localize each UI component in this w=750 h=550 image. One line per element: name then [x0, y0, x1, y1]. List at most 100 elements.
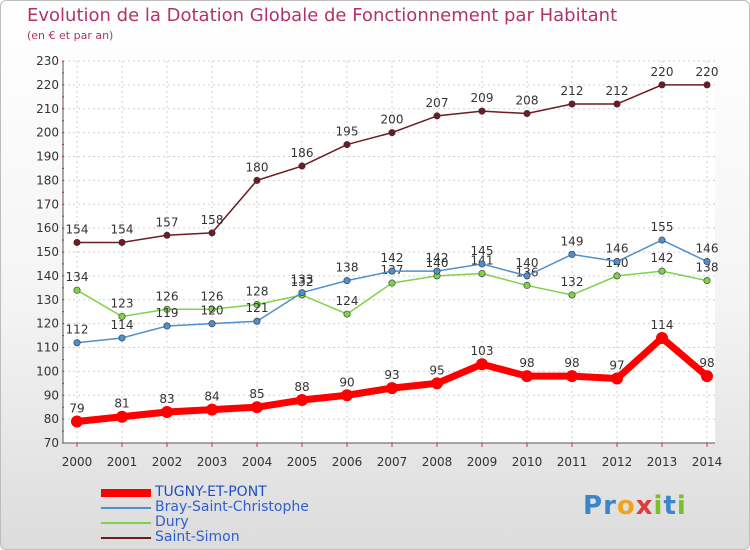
data-label: 195 — [336, 125, 359, 139]
y-tick-label: 70 — [44, 436, 59, 450]
data-label: 112 — [66, 323, 89, 337]
data-label: 98 — [519, 356, 534, 370]
data-label: 134 — [66, 270, 89, 284]
legend-swatch — [101, 489, 151, 497]
y-tick-label: 150 — [36, 245, 59, 259]
data-point — [163, 231, 171, 239]
x-tick-label: 2006 — [332, 455, 363, 469]
x-tick-label: 2009 — [467, 455, 498, 469]
chart-subtitle: (en € et par an) — [27, 29, 114, 42]
x-tick-label: 2012 — [602, 455, 633, 469]
data-point — [341, 389, 353, 402]
data-point — [613, 258, 621, 266]
data-label: 120 — [201, 304, 224, 318]
data-label: 157 — [156, 215, 179, 229]
data-label: 142 — [651, 251, 674, 265]
data-point — [208, 229, 216, 237]
legend-label: Dury — [155, 514, 189, 530]
y-tick-label: 180 — [36, 173, 59, 187]
data-point — [73, 238, 81, 246]
data-point — [298, 289, 306, 297]
logo-letter: r — [603, 491, 617, 521]
data-point — [433, 267, 441, 275]
data-point — [161, 405, 173, 418]
data-point — [523, 281, 531, 289]
data-point — [568, 100, 576, 108]
data-label: 121 — [246, 301, 269, 315]
legend-label: Bray-Saint-Christophe — [155, 499, 309, 515]
data-label: 146 — [696, 242, 719, 256]
data-label: 132 — [291, 275, 314, 289]
data-label: 142 — [426, 251, 449, 265]
data-point — [343, 310, 351, 318]
x-tick-label: 2013 — [647, 455, 678, 469]
data-label: 212 — [606, 84, 629, 98]
data-label: 126 — [156, 289, 179, 303]
data-point — [116, 410, 128, 423]
data-point — [658, 267, 666, 275]
data-label: 138 — [336, 261, 359, 275]
data-label: 155 — [651, 220, 674, 234]
data-label: 200 — [381, 113, 404, 127]
data-point — [163, 322, 171, 330]
data-label: 98 — [564, 356, 579, 370]
data-label: 207 — [426, 96, 449, 110]
data-point — [388, 279, 396, 287]
data-point — [658, 236, 666, 244]
data-label: 90 — [339, 375, 354, 389]
y-tick-label: 110 — [36, 341, 59, 355]
logo-letter: P — [583, 491, 604, 521]
x-tick-label: 2011 — [557, 455, 588, 469]
data-label: 114 — [651, 318, 674, 332]
data-label: 95 — [429, 363, 444, 377]
legend-swatch — [101, 522, 151, 524]
data-label: 154 — [111, 222, 134, 236]
data-point — [253, 317, 261, 325]
data-point — [433, 112, 441, 120]
data-label: 128 — [246, 285, 269, 299]
y-tick-label: 200 — [36, 126, 59, 140]
x-tick-label: 2005 — [287, 455, 318, 469]
data-label: 140 — [426, 256, 449, 270]
data-label: 138 — [696, 261, 719, 275]
data-label: 132 — [561, 275, 584, 289]
data-point — [478, 269, 486, 277]
x-tick-label: 2014 — [692, 455, 723, 469]
data-point — [73, 286, 81, 294]
logo-letter: t — [663, 491, 677, 521]
data-label: 220 — [696, 65, 719, 79]
data-point — [163, 305, 171, 313]
data-point — [71, 415, 83, 428]
logo-letter: x — [635, 491, 654, 521]
data-label: 158 — [201, 213, 224, 227]
data-point — [386, 382, 398, 395]
data-point — [656, 331, 668, 344]
data-label: 97 — [609, 359, 624, 373]
data-label: 83 — [159, 392, 174, 406]
legend-swatch — [101, 507, 151, 509]
data-point — [343, 141, 351, 149]
data-label: 79 — [69, 402, 84, 416]
data-point — [523, 272, 531, 280]
data-point — [476, 358, 488, 371]
data-point — [568, 291, 576, 299]
data-point — [611, 372, 623, 385]
data-label: 81 — [114, 397, 129, 411]
legend-swatch — [101, 537, 151, 539]
data-label: 186 — [291, 146, 314, 160]
y-tick-label: 100 — [36, 364, 59, 378]
data-point — [208, 320, 216, 328]
chart-title: Evolution de la Dotation Globale de Fonc… — [27, 5, 618, 26]
data-point — [613, 272, 621, 280]
data-label: 123 — [111, 296, 134, 310]
data-point — [566, 370, 578, 383]
x-tick-label: 2000 — [62, 455, 93, 469]
data-point — [253, 301, 261, 309]
x-tick-label: 2008 — [422, 455, 453, 469]
data-point — [388, 267, 396, 275]
data-label: 103 — [471, 344, 494, 358]
data-point — [703, 81, 711, 89]
proxiti-logo: Proxiti — [583, 491, 687, 521]
